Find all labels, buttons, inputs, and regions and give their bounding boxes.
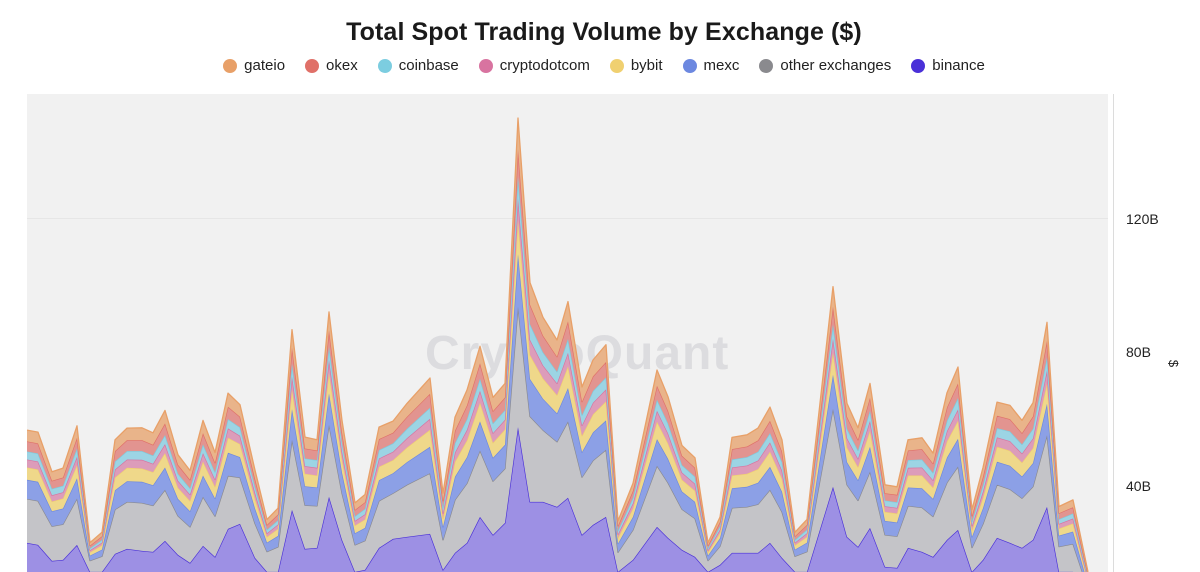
- legend-label: other exchanges: [780, 57, 892, 74]
- legend-dot-icon: [223, 58, 238, 73]
- y-axis-line: [1113, 94, 1114, 572]
- legend-item-other-exchanges[interactable]: other exchanges: [759, 57, 891, 74]
- area-coinbase[interactable]: [27, 176, 1088, 572]
- area-other-exchanges[interactable]: [27, 306, 1088, 572]
- legend-item-gateio[interactable]: gateio: [223, 57, 285, 74]
- y-tick-120b: 120B: [1126, 211, 1159, 227]
- y-tick-40b: 40B: [1126, 478, 1151, 494]
- area-binance[interactable]: [27, 427, 1088, 572]
- legend-label: coinbase: [398, 57, 459, 74]
- area-okex[interactable]: [27, 149, 1088, 572]
- legend-label: okex: [326, 57, 358, 74]
- area-bybit[interactable]: [27, 220, 1088, 572]
- gridline-120b: [27, 218, 1108, 219]
- y-axis-label: $: [1166, 359, 1182, 368]
- area-cryptodotcom[interactable]: [27, 198, 1088, 572]
- legend-label: bybit: [630, 57, 663, 74]
- legend-label: gateio: [244, 57, 286, 74]
- line-gateio: [27, 117, 1089, 572]
- legend-item-okex[interactable]: okex: [305, 57, 358, 74]
- area-gateio[interactable]: [27, 118, 1088, 572]
- chart-title: Total Spot Trading Volume by Exchange ($…: [346, 18, 862, 46]
- legend-label: cryptodotcom: [499, 57, 590, 74]
- legend-dot-icon: [759, 58, 774, 73]
- legend-dot-icon: [609, 58, 624, 73]
- y-tick-80b: 80B: [1126, 344, 1151, 360]
- legend-label: binance: [932, 57, 985, 74]
- legend-item-cryptodotcom[interactable]: cryptodotcom: [478, 57, 590, 74]
- area-mexc[interactable]: [27, 254, 1088, 572]
- legend-dot-icon: [377, 58, 392, 73]
- legend-dot-icon: [911, 58, 926, 73]
- legend-label: mexc: [703, 57, 740, 74]
- legend-item-bybit[interactable]: bybit: [609, 57, 663, 74]
- chart-legend: gateio okex coinbase cryptodotcom bybit …: [0, 57, 1200, 74]
- legend-item-binance[interactable]: binance: [911, 57, 985, 74]
- legend-dot-icon: [478, 58, 493, 73]
- legend-dot-icon: [305, 58, 320, 73]
- legend-dot-icon: [682, 58, 697, 73]
- legend-item-mexc[interactable]: mexc: [682, 57, 740, 74]
- legend-item-coinbase[interactable]: coinbase: [377, 57, 459, 74]
